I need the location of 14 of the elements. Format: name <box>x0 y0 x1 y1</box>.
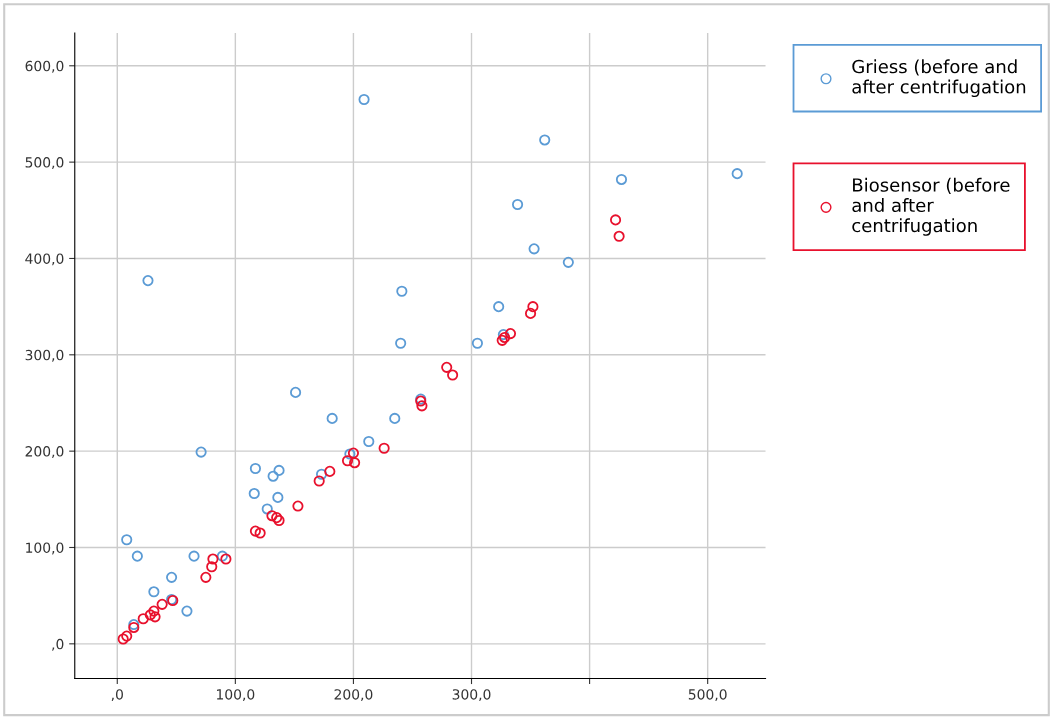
x-tick-label: 500,0 <box>688 689 727 702</box>
y-tick-label: 400,0 <box>25 253 64 266</box>
legend-label: Griess (before and after centrifugation <box>852 59 1026 98</box>
y-tick-label: 600,0 <box>25 60 64 73</box>
legend-label: Biosensor (before and after centrifugation <box>852 177 1010 236</box>
x-tick-label: 100,0 <box>217 689 255 702</box>
x-tick-label: 300,0 <box>452 689 491 702</box>
x-tick-label: 200,0 <box>334 689 373 702</box>
y-tick-label: 300,0 <box>25 349 64 362</box>
x-tick-label: ,0 <box>111 689 123 702</box>
y-tick-label: 200,0 <box>25 446 64 459</box>
y-tick-label: ,0 <box>52 638 64 651</box>
y-tick-label: 100,0 <box>26 542 64 555</box>
y-tick-label: 500,0 <box>25 157 64 170</box>
